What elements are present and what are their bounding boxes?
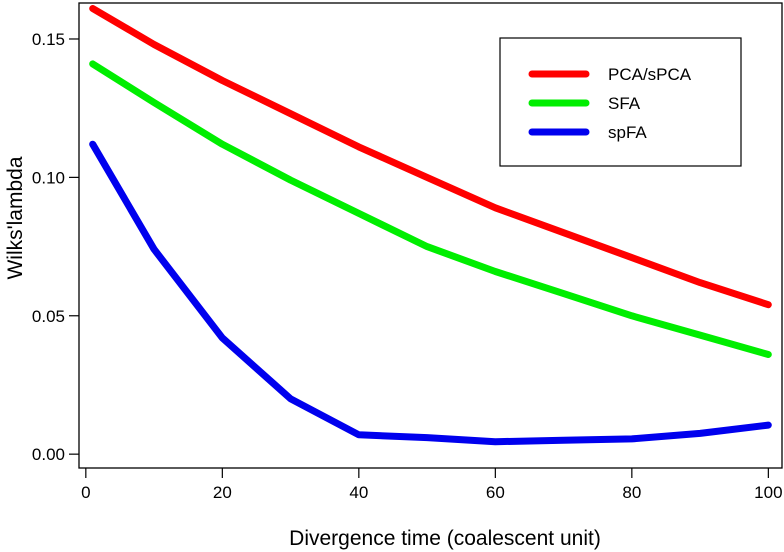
series-layer [89, 5, 772, 446]
legend-label: PCA/sPCA [608, 65, 692, 84]
x-tick-label: 60 [486, 483, 505, 502]
x-tick-label: 0 [81, 483, 90, 502]
x-tick-label: 100 [754, 483, 782, 502]
x-axis-label: Divergence time (coalescent unit) [289, 527, 601, 550]
y-axis: 0.00 0.05 0.10 0.15 [32, 30, 79, 464]
x-tick-label: 40 [349, 483, 368, 502]
series-line-sfa [89, 60, 772, 358]
legend-label: spFA [608, 123, 647, 142]
y-tick-label: 0.00 [32, 445, 65, 464]
y-tick-label: 0.10 [32, 168, 65, 187]
x-tick-label: 20 [213, 483, 232, 502]
x-tick-label: 80 [622, 483, 641, 502]
y-tick-label: 0.15 [32, 30, 65, 49]
series-line-pca-spca [89, 5, 772, 309]
series-line-spfa [89, 140, 772, 446]
y-tick-label: 0.05 [32, 307, 65, 326]
plot-frame [78, 2, 783, 469]
legend-label: SFA [608, 94, 641, 113]
y-axis-label: Wilks'lambda [4, 156, 27, 279]
x-axis: 0 20 40 60 80 100 [81, 468, 783, 502]
legend: PCA/sPCA SFA spFA [499, 37, 742, 167]
